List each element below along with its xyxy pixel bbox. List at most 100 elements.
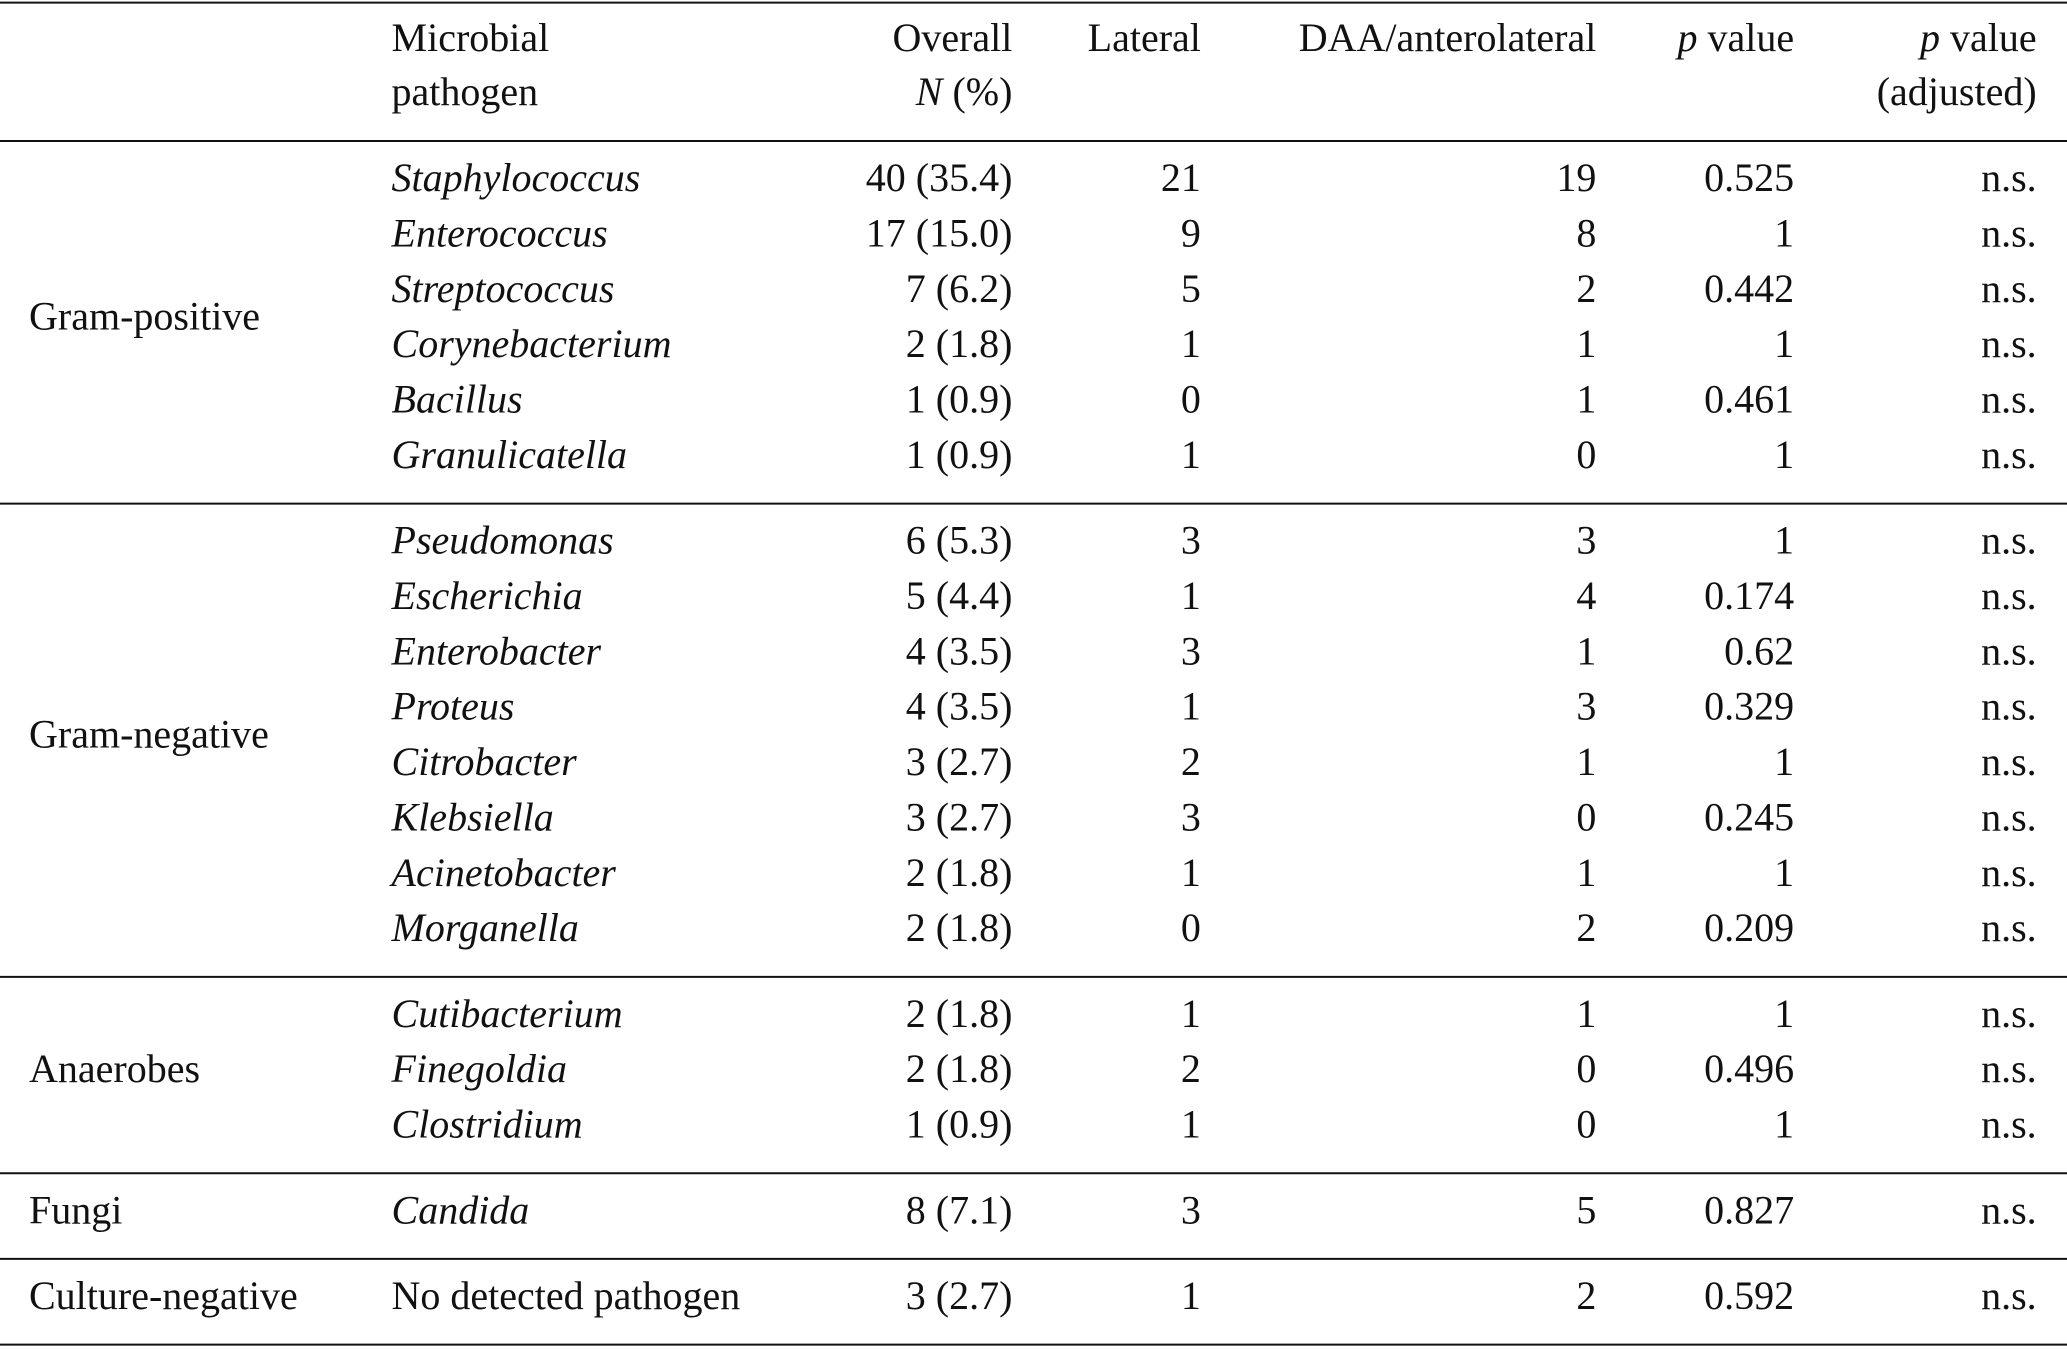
cell: 3 (2.7) (906, 1273, 1013, 1318)
pathogen: Clostridium (392, 1102, 583, 1147)
cell: n.s. (1981, 573, 2037, 618)
cell: n.s. (1981, 1187, 2037, 1232)
cell: n.s. (1981, 210, 2037, 255)
cell: 1 (1774, 432, 1794, 477)
cell: 1 (1181, 432, 1201, 477)
cell: 3 (2.7) (906, 794, 1013, 839)
pathogen: Pseudomonas (391, 518, 614, 563)
cell: 40 (35.4) (866, 155, 1013, 200)
cell: n.s. (1981, 684, 2037, 729)
cell: n.s. (1981, 628, 2037, 673)
cell: 1 (1774, 991, 1794, 1036)
cell: 0 (1576, 1046, 1596, 1091)
cell: 0.174 (1704, 573, 1794, 618)
cell: 2 (1.8) (906, 321, 1013, 366)
cell: 8 (7.1) (906, 1187, 1013, 1232)
cell: n.s. (1981, 991, 2037, 1036)
cell: 4 (3.5) (906, 628, 1013, 673)
pathogen: Proteus (391, 684, 515, 729)
cell: 1 (1576, 739, 1596, 784)
cell: 3 (1181, 518, 1201, 563)
cell: 1 (1774, 518, 1794, 563)
cell: 1 (1576, 991, 1596, 1036)
cell: 5 (1576, 1187, 1596, 1232)
header-text: (adjusted) (1877, 69, 2037, 114)
cell: n.s. (1981, 1273, 2037, 1318)
cell: n.s. (1981, 905, 2037, 950)
cell: 17 (15.0) (866, 210, 1013, 255)
group-label: Gram-positive (29, 294, 260, 339)
header-text: value (1697, 15, 1794, 60)
cell: 0 (1181, 377, 1201, 422)
pathogen: No detected pathogen (392, 1273, 741, 1318)
header-cell: p value (1917, 15, 2037, 60)
cell: 1 (1774, 1102, 1794, 1147)
header-text: Microbial (392, 15, 550, 60)
header-cell: p value (1674, 15, 1794, 60)
cell: 7 (6.2) (906, 266, 1013, 311)
cell: 1 (1181, 991, 1201, 1036)
cell: 1 (1576, 850, 1596, 895)
cell: 0.442 (1704, 266, 1794, 311)
cell: n.s. (1981, 1046, 2037, 1091)
cell: 4 (1576, 573, 1596, 618)
cell: 1 (1181, 573, 1201, 618)
pathogen: Staphylococcus (392, 155, 641, 200)
header-text: Overall (892, 15, 1012, 60)
header-text: pathogen (392, 69, 539, 114)
header-text: (%) (942, 69, 1012, 114)
cell: 2 (1576, 266, 1596, 311)
cell: 0 (1576, 432, 1596, 477)
header-cell: (adjusted) (1877, 69, 2037, 114)
cell: 1 (1181, 684, 1201, 729)
cell: 1 (1774, 321, 1794, 366)
cell: n.s. (1981, 155, 2037, 200)
cell: 1 (1181, 1102, 1201, 1147)
header-cell: DAA/anterolateral (1299, 15, 1597, 60)
cell: 0.461 (1704, 377, 1794, 422)
cell: 1 (1181, 321, 1201, 366)
cell: 19 (1556, 155, 1596, 200)
cell: n.s. (1981, 432, 2037, 477)
cell: n.s. (1981, 518, 2037, 563)
cell: 1 (1576, 377, 1596, 422)
group-label: Fungi (29, 1187, 122, 1232)
cell: n.s. (1981, 1102, 2037, 1147)
cell: 1 (1774, 210, 1794, 255)
cell: n.s. (1981, 266, 2037, 311)
header-text: DAA/anterolateral (1299, 15, 1597, 60)
cell: 3 (1181, 1187, 1201, 1232)
cell: 2 (1.8) (906, 905, 1013, 950)
cell: 5 (1181, 266, 1201, 311)
header-text: p (1917, 15, 1940, 60)
cell: 2 (1576, 905, 1596, 950)
cell: n.s. (1981, 850, 2037, 895)
cell: 1 (1181, 850, 1201, 895)
cell: 1 (1576, 321, 1596, 366)
cell: 21 (1161, 155, 1201, 200)
cell: 8 (1576, 210, 1596, 255)
cell: 2 (1576, 1273, 1596, 1318)
cell: 0.62 (1724, 628, 1794, 673)
cell: 1 (1774, 850, 1794, 895)
cell: 4 (3.5) (906, 684, 1013, 729)
group-label: Culture-negative (29, 1273, 298, 1318)
cell: 3 (1181, 628, 1201, 673)
cell: 0 (1576, 1102, 1596, 1147)
cell: 1 (0.9) (906, 432, 1013, 477)
header-cell: pathogen (392, 69, 539, 114)
pathogen: Enterobacter (391, 628, 602, 673)
cell: 5 (4.4) (906, 573, 1013, 618)
header-cell: Overall (892, 15, 1012, 60)
pathogen: Acinetobacter (389, 850, 617, 895)
cell: 6 (5.3) (906, 518, 1013, 563)
header-text: p (1674, 15, 1697, 60)
pathogen: Escherichia (391, 573, 583, 618)
cell: 0.245 (1704, 794, 1794, 839)
header-cell: N (%) (915, 69, 1013, 114)
cell: 0 (1181, 905, 1201, 950)
cell: 0 (1576, 794, 1596, 839)
cell: n.s. (1981, 377, 2037, 422)
pathogen: Streptococcus (392, 266, 615, 311)
